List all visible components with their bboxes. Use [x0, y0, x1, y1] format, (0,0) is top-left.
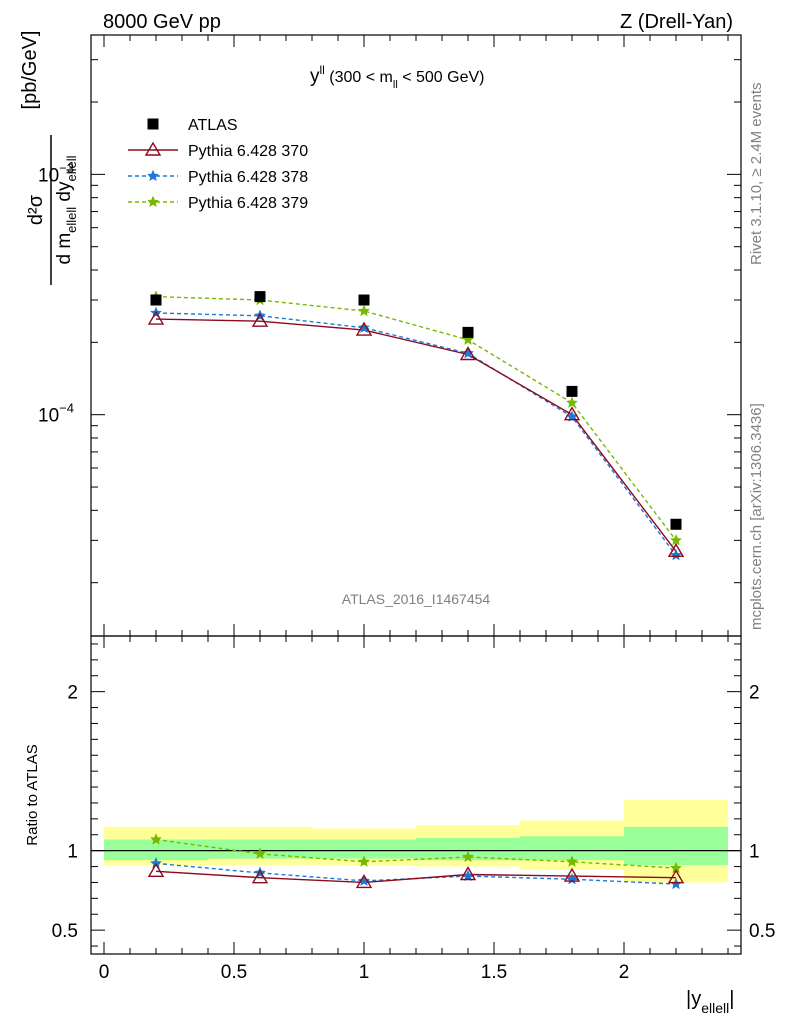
data-point: [150, 294, 162, 306]
main-y-axis-label: d²σ d mellell dyellell [pb/GeV]: [19, 31, 79, 285]
ratio-series-line: [155, 870, 677, 884]
panel-title: yll (300 < mll < 500 GeV): [310, 63, 484, 91]
y-tick-label: 10−4: [38, 401, 74, 427]
y-tick-label: 10−3: [38, 160, 74, 186]
ratio-y-tick-label: 1: [67, 842, 78, 863]
data-point: [358, 294, 370, 306]
ratio-point: [254, 847, 266, 859]
series-line: [155, 312, 677, 556]
x-axis-label: |yellell|: [686, 988, 734, 1016]
ratio-point: [150, 833, 162, 845]
mc-point: [459, 346, 477, 361]
mcplots-label: mcplots.cern.ch [arXiv:1306.3436]: [748, 403, 765, 630]
band-inner: [104, 839, 208, 861]
main-series: [147, 290, 685, 561]
rivet-version-label: Rivet 3.1.10, ≥ 2.4M events: [748, 83, 765, 266]
ratio-point: [459, 866, 477, 881]
ratio-point: [462, 850, 474, 863]
series-line: [155, 295, 677, 541]
ratio-y-tick-label-right: 0.5: [749, 921, 775, 942]
mc-point: [358, 304, 370, 317]
band-inner: [624, 826, 728, 865]
mc-point: [667, 542, 685, 558]
ratio-point: [358, 874, 370, 886]
x-tick-label: 0: [99, 962, 110, 983]
ratio-series-line: [155, 838, 677, 869]
band-inner: [416, 837, 520, 861]
energy-label: 8000 GeV pp: [103, 11, 221, 33]
mc-point: [251, 312, 269, 327]
legend-marker: [147, 195, 159, 208]
mc-point: [355, 321, 373, 336]
legend-label: Pythia 6.428 379: [188, 195, 308, 212]
x-tick-label: 1.5: [481, 962, 507, 983]
legend-marker: [147, 169, 159, 182]
data-point: [462, 326, 474, 338]
legend-marker: [144, 141, 162, 156]
legend-label: Pythia 6.428 370: [188, 143, 308, 160]
legend: ATLAS Pythia 6.428 370 Pythia 6.428 378 Pyt…: [128, 117, 308, 212]
band-inner: [520, 836, 624, 861]
legend-label: ATLAS: [188, 117, 238, 134]
svg-text:[pb/GeV]: [pb/GeV]: [19, 31, 41, 110]
ratio-point: [667, 869, 685, 884]
ratio-point: [150, 857, 162, 869]
data-point: [254, 291, 266, 303]
ratio-y-axis-label: Ratio to ATLAS: [24, 744, 41, 845]
mc-point: [462, 333, 474, 345]
band-inner: [312, 839, 416, 859]
ratio-series: [147, 833, 685, 890]
ratio-point: [355, 874, 373, 889]
ratio-point: [251, 869, 269, 884]
process-label: Z (Drell-Yan): [620, 11, 733, 33]
x-tick-label: 1: [359, 962, 370, 983]
svg-text:d²σ: d²σ: [25, 194, 47, 225]
mc-point: [563, 406, 581, 421]
ratio-point: [358, 855, 370, 867]
mc-point: [670, 534, 682, 546]
mc-point: [147, 310, 165, 325]
axis-ticks: 0 0.5 1 1.5 2 10−4 10−3 0.5 0.5 1 1 2 2: [38, 35, 775, 983]
mc-point: [566, 396, 578, 408]
legend-label: Pythia 6.428 378: [188, 169, 308, 186]
legend-marker: [147, 118, 159, 130]
ratio-point: [147, 862, 165, 878]
x-tick-label: 2: [619, 962, 630, 983]
x-tick-label: 0.5: [221, 962, 247, 983]
data-point: [566, 385, 578, 397]
series-line: [155, 318, 677, 552]
mc-point: [358, 321, 370, 333]
ratio-y-tick-label: 0.5: [52, 921, 78, 942]
mc-point: [670, 549, 682, 561]
ratio-y-tick-label-right: 1: [749, 842, 760, 863]
svg-text:d mellell dyellell: d mellell dyellell: [54, 155, 79, 264]
ratio-y-tick-label-right: 2: [749, 683, 760, 704]
data-point: [670, 518, 682, 530]
ratio-y-tick-label: 2: [67, 683, 78, 704]
uncertainty-bands: [104, 799, 728, 883]
analysis-id-label: ATLAS_2016_I1467454: [342, 591, 491, 607]
ratio-point: [566, 855, 578, 867]
ratio-panel-frame: [90, 635, 742, 955]
mc-point: [462, 347, 474, 359]
ratio-point: [563, 867, 581, 882]
